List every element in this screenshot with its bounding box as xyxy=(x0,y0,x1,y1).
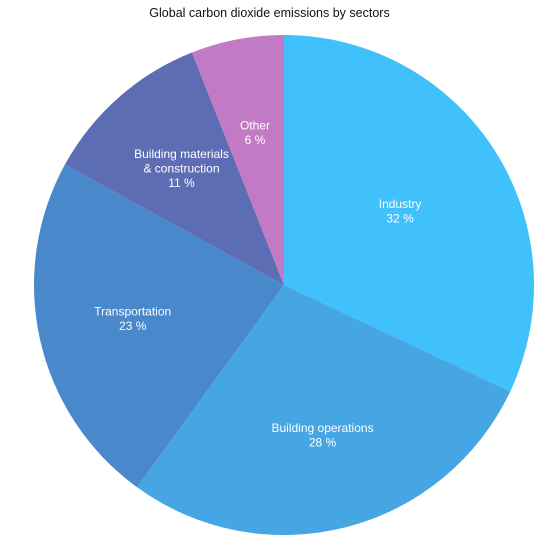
slice-value-label: 23 % xyxy=(119,319,147,333)
pie-slice xyxy=(191,35,284,285)
pie-slice xyxy=(137,285,511,535)
slice-name-label: Other xyxy=(240,118,270,132)
slice-value-label: 6 % xyxy=(245,133,266,147)
chart-title: Global carbon dioxide emissions by secto… xyxy=(149,6,390,20)
slice-name-label: Transportation xyxy=(94,305,171,319)
pie-slice xyxy=(34,164,284,488)
pie-slice xyxy=(284,35,534,392)
slice-value-label: 28 % xyxy=(309,435,337,449)
pie-slice xyxy=(64,52,284,285)
slice-name-label: Industry xyxy=(379,197,422,211)
slice-value-label: 11 % xyxy=(168,176,195,190)
slice-value-label: 32 % xyxy=(386,212,414,226)
slice-name-label: Building materials xyxy=(134,147,229,161)
slice-name-label: & construction xyxy=(143,162,219,176)
slice-name-label: Building operations xyxy=(272,421,374,435)
